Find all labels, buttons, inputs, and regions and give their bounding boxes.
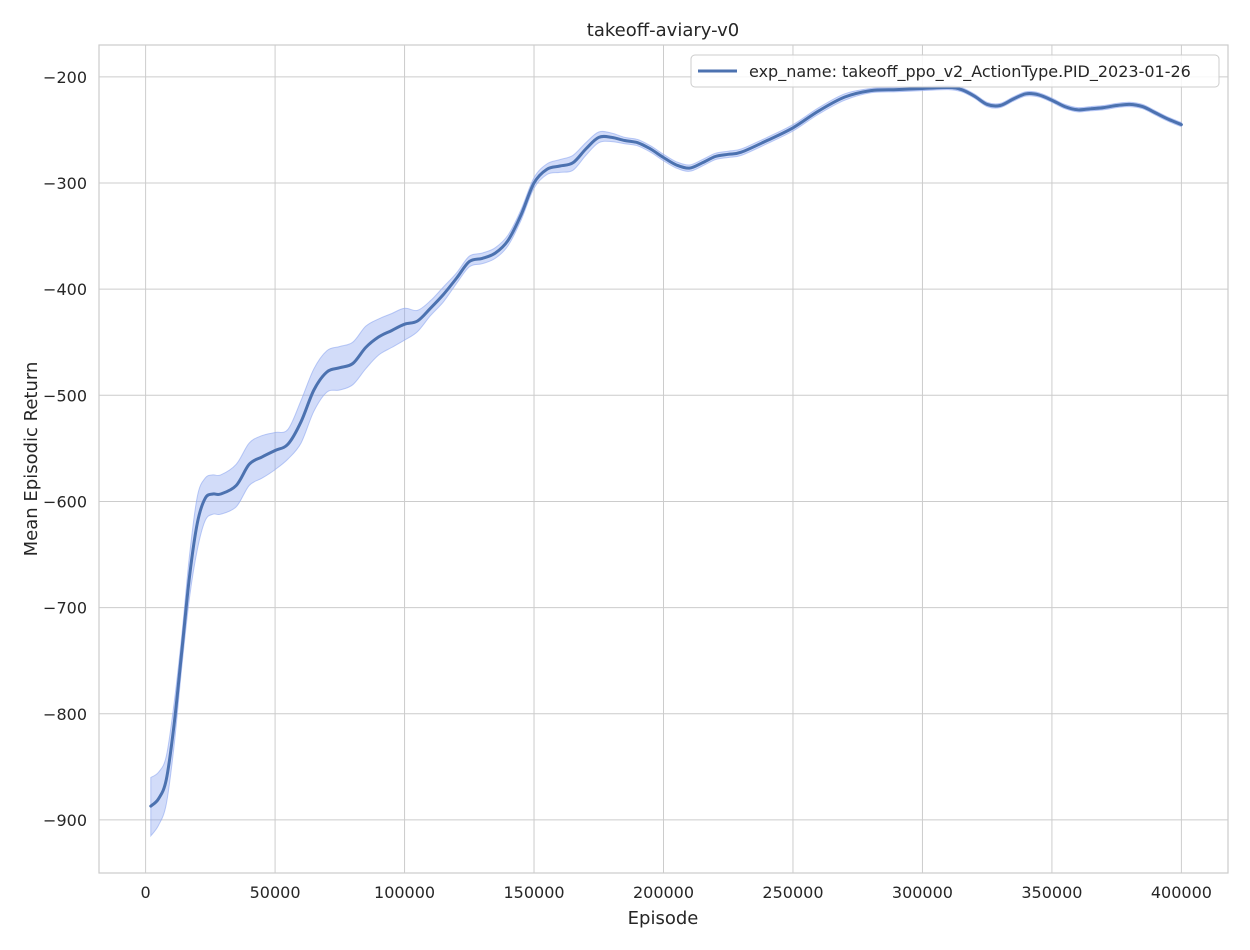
- plot-border: [98, 44, 1229, 874]
- legend-entry: exp_name: takeoff_ppo_v2_ActionType.PID_…: [749, 62, 1191, 82]
- x-tick-label: 250000: [762, 883, 823, 902]
- x-tick-label: 0: [141, 883, 151, 902]
- y-tick-label: −600: [43, 492, 87, 511]
- x-tick-label: 100000: [374, 883, 435, 902]
- legend-box: [690, 54, 1220, 88]
- y-tick-label: −900: [43, 811, 87, 830]
- series-line: [149, 85, 1183, 808]
- y-tick-label: −700: [43, 599, 87, 618]
- y-tick-labels: −900 −800 −700 −600 −500 −400 −300 −200: [43, 68, 87, 830]
- y-tick-label: −400: [43, 280, 87, 299]
- y-tick-label: −800: [43, 705, 87, 724]
- y-tick-label: −300: [43, 174, 87, 193]
- x-tick-label: 350000: [1021, 883, 1082, 902]
- y-tick-label: −200: [43, 68, 87, 87]
- x-tick-label: 50000: [250, 883, 301, 902]
- confidence-band: [150, 84, 1182, 838]
- y-tick-label: −500: [43, 386, 87, 405]
- y-axis-label: Mean Episodic Return: [21, 362, 42, 557]
- x-tick-label: 300000: [892, 883, 953, 902]
- x-axis-label: Episode: [628, 908, 699, 929]
- x-tick-labels: 0 50000 100000 150000 200000 250000 300000 3500…: [141, 883, 1212, 902]
- x-tick-label: 400000: [1151, 883, 1212, 902]
- chart-title: takeoff-aviary-v0: [587, 20, 739, 41]
- x-tick-label: 200000: [633, 883, 694, 902]
- legend: exp_name: takeoff_ppo_v2_ActionType.PID_…: [690, 54, 1220, 88]
- x-tick-label: 150000: [503, 883, 564, 902]
- grid-lines: [99, 45, 1228, 873]
